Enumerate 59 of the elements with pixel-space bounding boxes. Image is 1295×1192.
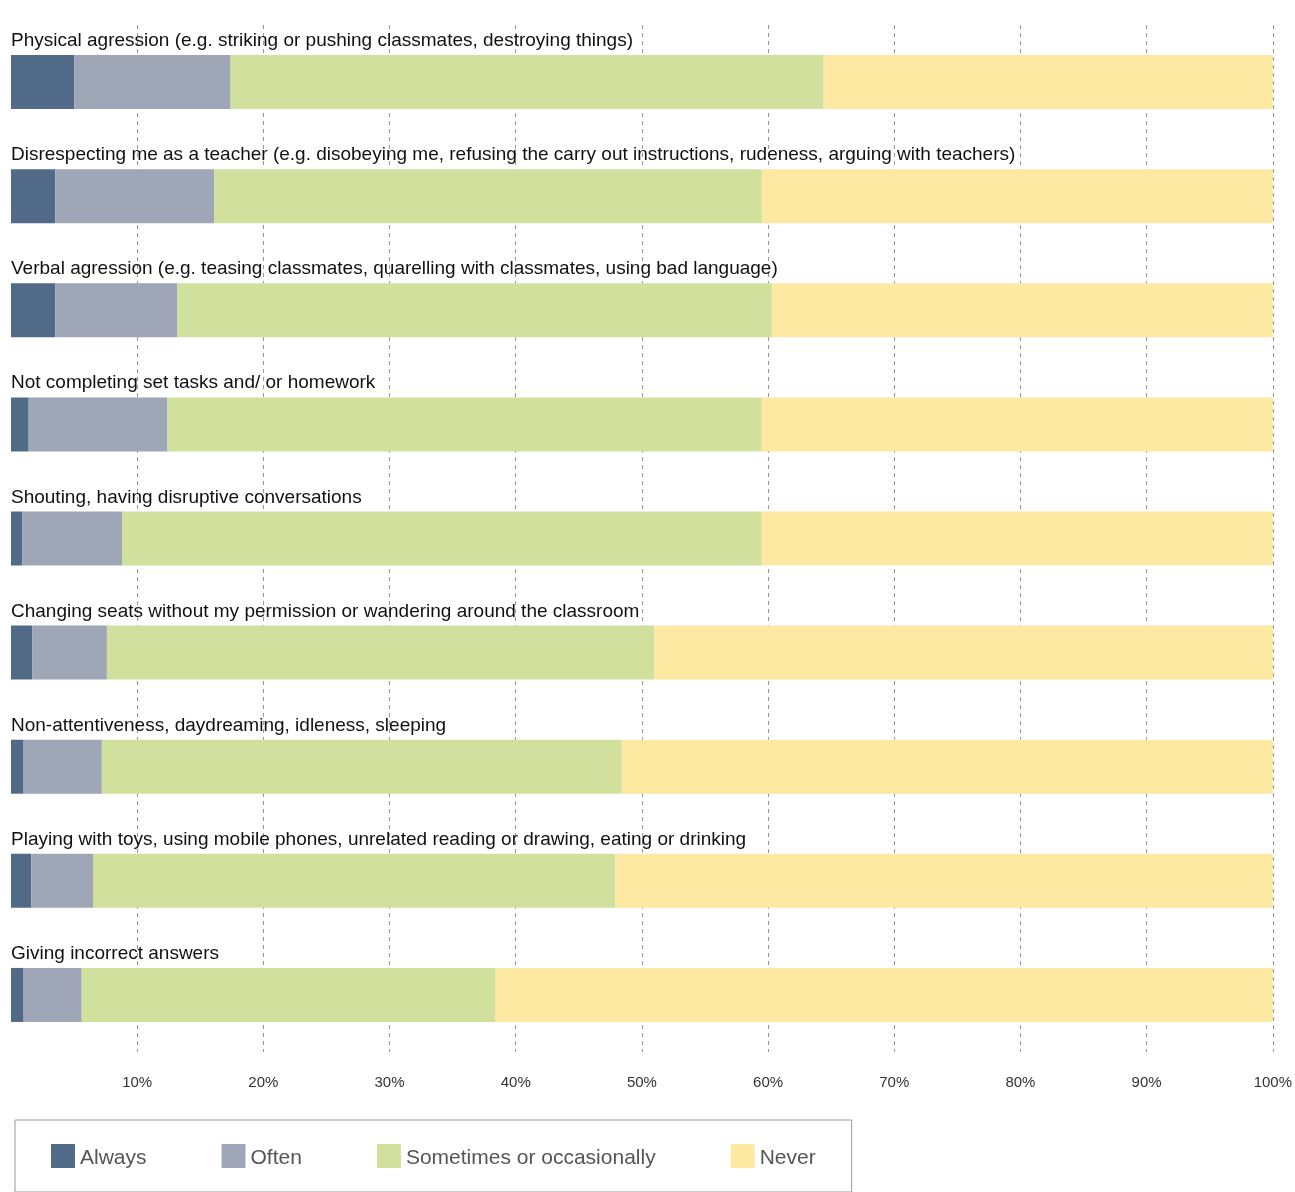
bar [23,739,102,794]
legend-label: Sometimes or occasionally [405,1144,657,1168]
bar [230,55,824,110]
bar [122,511,762,566]
bar [11,739,24,794]
bar [101,739,622,794]
bar [28,397,168,452]
bar [167,397,762,452]
x-tick-label: 30% [374,1073,405,1090]
y-tick-label: Not completing set tasks and/ or homework [11,371,376,393]
bar [823,55,1273,110]
y-tick-label: Changing seats without my permission or wandering around the classroom [11,599,640,621]
bar [615,853,1273,908]
x-tick-label: 50% [626,1073,657,1090]
x-tick-label: 20% [248,1073,279,1090]
bar [495,967,1273,1022]
bar [11,511,23,566]
bar [11,283,56,338]
x-tick-label: 60% [753,1073,784,1090]
bar [22,511,123,566]
x-tick-label: 100% [1253,1073,1293,1090]
bar [177,283,772,338]
legend-label: Often [250,1144,302,1168]
bar [106,625,655,680]
bar [23,967,82,1022]
legend-label: Always [80,1144,147,1168]
bar [214,169,762,224]
y-tick-label: Verbal agression (e.g. teasing classmates, quarelling with classmates, using bad language) [11,257,778,279]
x-tick-label: 90% [1131,1073,1162,1090]
x-tick-label: 80% [1005,1073,1036,1090]
legend-label: Never [759,1144,816,1168]
y-tick-label: Physical agression (e.g. striking or pushing classmates, destroying things) [11,29,634,51]
bar [11,55,75,110]
bar [654,625,1273,680]
bar [81,967,496,1022]
y-tick-label: Shouting, having disruptive conversations [11,485,362,507]
bar [11,397,29,452]
bar [11,625,33,680]
bar [32,625,107,680]
bar [11,967,24,1022]
y-tick-label: Disrespecting me as a teacher (e.g. disobeying me, refusing the carry out instructions, rudeness, arguing with teachers) [11,143,1016,165]
x-tick-label: 10% [122,1073,153,1090]
x-tick-label: 70% [879,1073,910,1090]
y-tick-label: Giving incorrect answers [11,941,220,963]
bar [74,55,231,110]
bar [761,397,1273,452]
bar [55,169,215,224]
bar [11,853,32,908]
bar [761,169,1273,224]
bar [11,169,56,224]
bar [621,739,1273,794]
bar [55,283,178,338]
bar [761,511,1273,566]
y-tick-label: Playing with toys, using mobile phones, unrelated reading or drawing, eating or drinking [11,827,747,849]
bar [93,853,616,908]
bar [31,853,94,908]
bar [771,283,1273,338]
x-tick-label: 40% [500,1073,531,1090]
y-tick-label: Non-attentiveness, daydreaming, idleness, sleeping [11,713,447,735]
